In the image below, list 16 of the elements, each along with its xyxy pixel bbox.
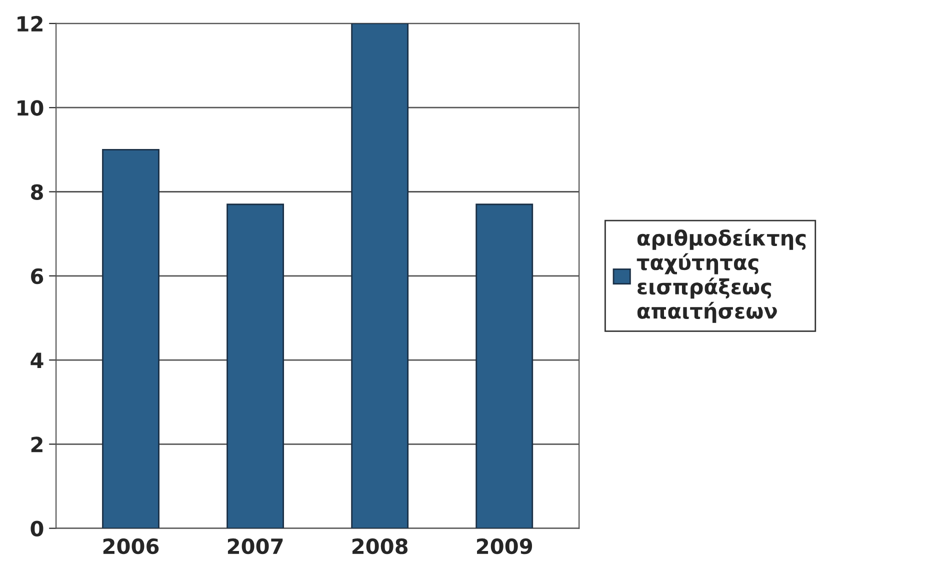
y-tick-label: 2 <box>31 436 42 452</box>
y-tick-label: 12 <box>18 16 42 32</box>
bar <box>351 23 409 528</box>
x-tick-label: 2007 <box>228 538 283 554</box>
x-tick-label: 2009 <box>477 538 532 554</box>
y-tick-label: 8 <box>31 184 43 200</box>
y-tick-label: 6 <box>31 268 44 284</box>
bar <box>226 204 284 528</box>
x-tick-label: 2008 <box>352 538 408 554</box>
x-tick-label: 2006 <box>103 538 159 554</box>
bar <box>476 204 534 528</box>
y-tick-label: 4 <box>30 352 44 368</box>
bar <box>102 148 160 528</box>
y-tick-label: 10 <box>18 100 44 116</box>
legend-label: αριθμοδείκτης ταχύτητας εισπράξεως απαιτήσεων <box>636 228 806 323</box>
y-tick-label: 0 <box>30 520 44 537</box>
